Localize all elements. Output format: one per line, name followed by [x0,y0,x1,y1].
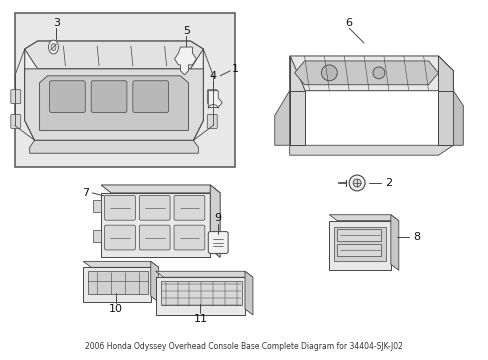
Text: 9: 9 [214,213,222,223]
FancyBboxPatch shape [139,225,170,250]
Bar [155,277,244,315]
Circle shape [348,175,365,191]
FancyBboxPatch shape [11,114,20,129]
Polygon shape [289,56,304,145]
Polygon shape [30,140,198,153]
Polygon shape [390,215,398,270]
Polygon shape [208,91,222,108]
Text: 8: 8 [412,231,419,242]
FancyBboxPatch shape [208,231,228,253]
Polygon shape [244,271,252,315]
Text: 6: 6 [345,18,352,28]
Ellipse shape [51,44,56,50]
Polygon shape [83,261,158,267]
Ellipse shape [48,40,59,54]
Polygon shape [174,47,196,75]
FancyBboxPatch shape [49,81,85,113]
Text: 2006 Honda Odyssey Overhead Console Base Complete Diagram for 34404-SJK-J02: 2006 Honda Odyssey Overhead Console Base… [85,342,402,351]
Bar [88,271,147,294]
Polygon shape [328,215,398,221]
Circle shape [321,65,337,81]
Bar [337,229,380,240]
Polygon shape [438,56,452,145]
FancyBboxPatch shape [207,114,217,129]
Bar [93,230,101,242]
FancyBboxPatch shape [104,225,135,250]
Text: 11: 11 [193,314,207,324]
Polygon shape [25,69,203,140]
FancyBboxPatch shape [133,81,168,113]
Text: 10: 10 [109,304,123,314]
Bar [337,244,380,256]
Polygon shape [155,271,252,277]
FancyBboxPatch shape [139,195,170,220]
Polygon shape [101,185,220,193]
Polygon shape [438,91,452,145]
Polygon shape [40,76,188,130]
Circle shape [352,179,360,187]
FancyBboxPatch shape [91,81,127,113]
Bar [101,193,210,257]
Circle shape [372,67,384,79]
Polygon shape [452,91,462,145]
Polygon shape [289,145,452,155]
Text: 2: 2 [385,178,392,188]
Text: 3: 3 [53,18,60,28]
FancyBboxPatch shape [174,225,204,250]
Polygon shape [150,261,158,302]
FancyBboxPatch shape [174,195,204,220]
Polygon shape [25,41,203,69]
Text: 5: 5 [183,26,189,36]
Polygon shape [25,41,203,140]
Bar [15,13,235,167]
Bar [93,200,101,212]
Polygon shape [210,185,220,257]
Text: 1: 1 [231,64,238,74]
Bar [83,267,150,302]
FancyBboxPatch shape [104,195,135,220]
Bar [334,227,385,261]
Polygon shape [289,91,304,145]
Bar [161,281,242,305]
FancyBboxPatch shape [207,90,217,104]
Bar [328,221,390,270]
Polygon shape [274,91,289,145]
Text: 4: 4 [209,71,216,81]
Polygon shape [289,56,452,91]
Text: 7: 7 [81,188,89,198]
Polygon shape [294,61,438,85]
FancyBboxPatch shape [11,90,20,104]
